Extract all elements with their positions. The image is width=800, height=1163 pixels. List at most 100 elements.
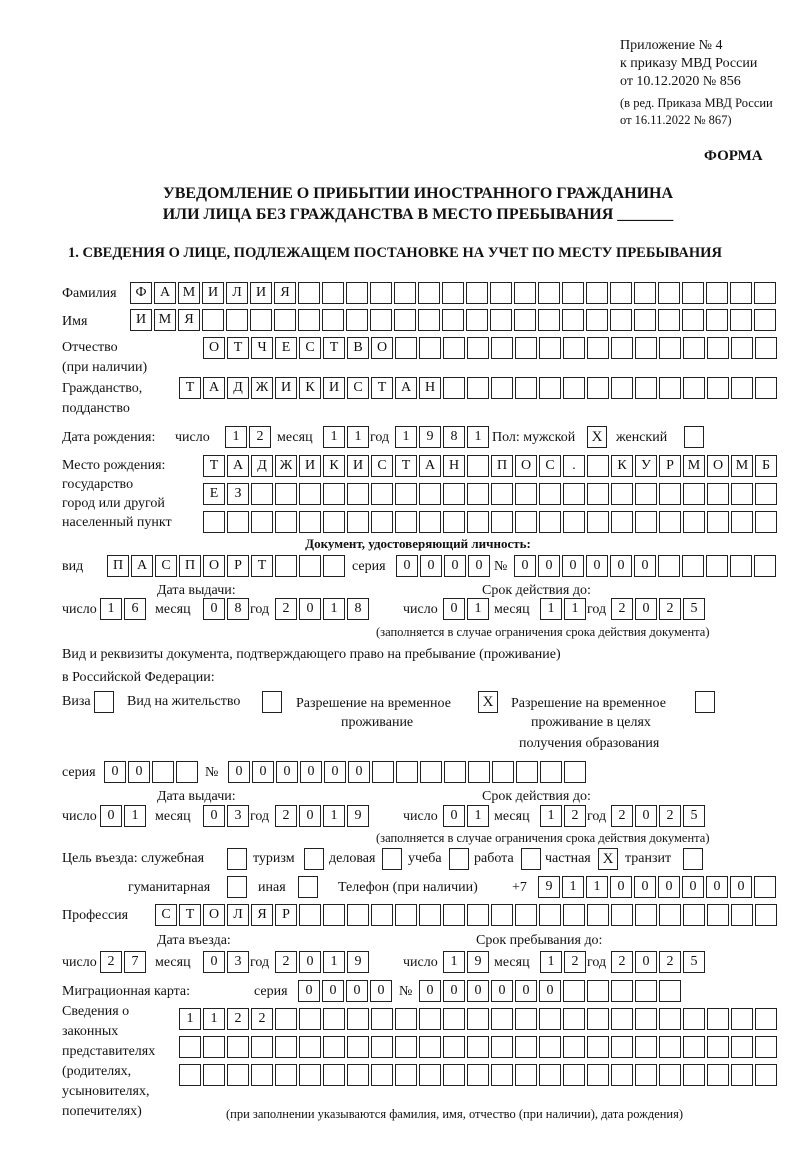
char-cell[interactable]: 1 — [395, 426, 417, 448]
char-cell[interactable] — [322, 309, 344, 331]
char-cell[interactable] — [540, 761, 562, 783]
char-cell[interactable] — [419, 337, 441, 359]
char-cell[interactable] — [515, 1064, 537, 1086]
char-cell[interactable] — [659, 1036, 681, 1058]
char-cell[interactable]: Л — [226, 282, 248, 304]
char-cell[interactable] — [442, 309, 464, 331]
char-cell[interactable] — [635, 377, 657, 399]
char-cell[interactable]: 0 — [514, 555, 536, 577]
char-cell[interactable]: 5 — [683, 805, 705, 827]
char-cell[interactable] — [659, 1064, 681, 1086]
char-cell[interactable] — [683, 483, 705, 505]
char-cell[interactable] — [635, 980, 657, 1002]
char-cell[interactable] — [298, 282, 320, 304]
char-cell[interactable] — [563, 980, 585, 1002]
char-cell[interactable]: 0 — [730, 876, 752, 898]
char-cell[interactable]: П — [491, 455, 513, 477]
char-cell[interactable] — [491, 377, 513, 399]
char-cell[interactable] — [683, 1064, 705, 1086]
char-cell[interactable] — [467, 483, 489, 505]
char-cell[interactable]: 2 — [227, 1008, 249, 1030]
char-cell[interactable] — [299, 1064, 321, 1086]
char-cell[interactable]: 2 — [275, 951, 297, 973]
char-cell[interactable] — [539, 1008, 561, 1030]
char-cell[interactable]: 0 — [515, 980, 537, 1002]
char-cell[interactable]: 2 — [611, 951, 633, 973]
char-cell[interactable] — [347, 1008, 369, 1030]
char-cell[interactable] — [539, 1036, 561, 1058]
char-cell[interactable]: Т — [179, 377, 201, 399]
char-cell[interactable]: 0 — [467, 980, 489, 1002]
char-cell[interactable] — [227, 1064, 249, 1086]
char-cell[interactable]: Е — [275, 337, 297, 359]
char-cell[interactable]: 1 — [540, 951, 562, 973]
char-cell[interactable]: 0 — [370, 980, 392, 1002]
char-cell[interactable]: И — [250, 282, 272, 304]
char-cell[interactable]: 2 — [659, 805, 681, 827]
char-cell[interactable] — [755, 377, 777, 399]
char-cell[interactable] — [635, 337, 657, 359]
char-cell[interactable] — [731, 1064, 753, 1086]
char-cell[interactable]: 0 — [443, 980, 465, 1002]
char-cell[interactable] — [514, 309, 536, 331]
char-cell[interactable] — [491, 1008, 513, 1030]
char-cell[interactable]: А — [395, 377, 417, 399]
char-cell[interactable]: 0 — [100, 805, 122, 827]
char-cell[interactable]: Т — [323, 337, 345, 359]
char-cell[interactable] — [371, 1064, 393, 1086]
char-cell[interactable]: П — [179, 555, 201, 577]
char-cell[interactable] — [754, 282, 776, 304]
char-cell[interactable] — [634, 309, 656, 331]
char-cell[interactable]: 1 — [586, 876, 608, 898]
char-cell[interactable] — [444, 761, 466, 783]
char-cell[interactable]: С — [299, 337, 321, 359]
char-cell[interactable]: 2 — [251, 1008, 273, 1030]
char-cell[interactable] — [731, 377, 753, 399]
char-cell[interactable]: 0 — [634, 876, 656, 898]
char-cell[interactable] — [683, 511, 705, 533]
char-cell[interactable]: 1 — [100, 598, 122, 620]
female-checkbox[interactable] — [684, 426, 704, 448]
char-cell[interactable]: 0 — [443, 805, 465, 827]
char-cell[interactable]: 2 — [564, 951, 586, 973]
char-cell[interactable]: А — [154, 282, 176, 304]
char-cell[interactable]: Т — [371, 377, 393, 399]
char-cell[interactable]: 0 — [610, 555, 632, 577]
char-cell[interactable] — [371, 511, 393, 533]
char-cell[interactable]: И — [299, 455, 321, 477]
char-cell[interactable] — [706, 282, 728, 304]
char-cell[interactable] — [539, 483, 561, 505]
char-cell[interactable]: И — [130, 309, 152, 331]
char-cell[interactable] — [418, 282, 440, 304]
char-cell[interactable] — [274, 309, 296, 331]
char-cell[interactable] — [683, 1036, 705, 1058]
purpose-business-checkbox[interactable] — [382, 848, 402, 870]
char-cell[interactable]: 1 — [179, 1008, 201, 1030]
char-cell[interactable] — [515, 511, 537, 533]
char-cell[interactable] — [419, 1064, 441, 1086]
char-cell[interactable] — [611, 337, 633, 359]
char-cell[interactable] — [563, 511, 585, 533]
char-cell[interactable] — [251, 511, 273, 533]
char-cell[interactable]: 0 — [252, 761, 274, 783]
char-cell[interactable]: 1 — [203, 1008, 225, 1030]
char-cell[interactable] — [731, 1036, 753, 1058]
char-cell[interactable]: П — [107, 555, 129, 577]
char-cell[interactable]: Я — [178, 309, 200, 331]
char-cell[interactable] — [755, 337, 777, 359]
char-cell[interactable] — [467, 1036, 489, 1058]
char-cell[interactable] — [466, 282, 488, 304]
purpose-private-checkbox[interactable]: X — [598, 848, 618, 870]
char-cell[interactable] — [322, 282, 344, 304]
char-cell[interactable] — [347, 483, 369, 505]
char-cell[interactable] — [491, 1036, 513, 1058]
char-cell[interactable] — [443, 511, 465, 533]
char-cell[interactable] — [682, 282, 704, 304]
char-cell[interactable] — [755, 904, 777, 926]
char-cell[interactable] — [467, 337, 489, 359]
char-cell[interactable] — [611, 483, 633, 505]
char-cell[interactable]: 0 — [299, 951, 321, 973]
char-cell[interactable]: 0 — [396, 555, 418, 577]
char-cell[interactable] — [298, 309, 320, 331]
char-cell[interactable] — [682, 309, 704, 331]
